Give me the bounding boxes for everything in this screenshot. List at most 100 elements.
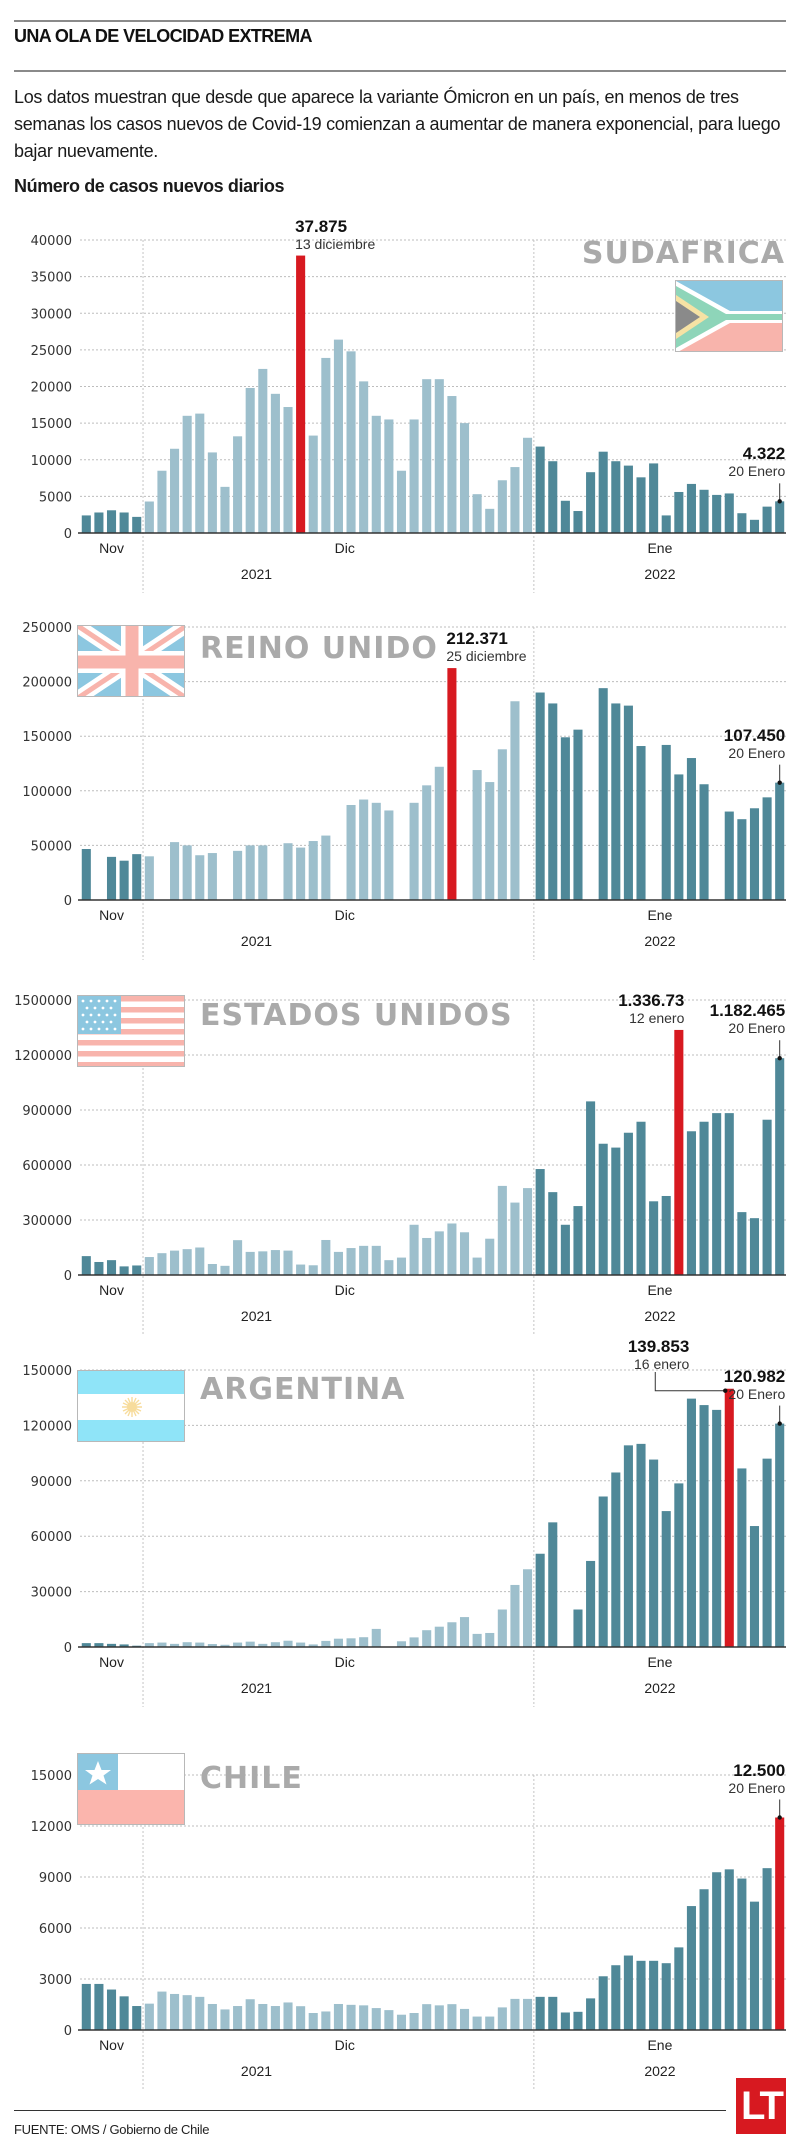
bar <box>270 1250 280 1275</box>
bar <box>623 1955 633 2030</box>
bar-highlight <box>447 668 457 900</box>
chart-chile: 15000 12000 9000 6000 3000 0 Nov Dic Ene 2021 2022 <box>31 1769 786 2090</box>
annotation-date: 25 diciembre <box>446 648 527 665</box>
bar <box>195 413 205 533</box>
bar <box>636 477 646 533</box>
bar <box>497 2007 507 2030</box>
bar <box>283 1250 293 1275</box>
infographic-title: UNA OLA DE VELOCIDAD EXTREMA <box>14 26 312 46</box>
x-month-label: Nov <box>99 1282 124 1298</box>
bar <box>535 446 545 533</box>
y-tick-label: 0 <box>64 2024 72 2039</box>
y-tick-label: 30000 <box>31 307 72 322</box>
bar <box>170 1993 180 2030</box>
bar <box>157 470 167 533</box>
bar <box>422 1237 432 1275</box>
leader-dot <box>777 780 782 785</box>
bar <box>207 2003 217 2030</box>
y-tick-label: 90000 <box>31 1475 72 1490</box>
bar <box>699 1121 709 1275</box>
bar <box>459 2008 470 2030</box>
bar <box>144 1257 154 1275</box>
annotation-latest: 120.982 20 Enero <box>724 1367 786 1402</box>
bar <box>510 701 520 900</box>
bar <box>674 774 684 900</box>
bar <box>384 419 394 533</box>
bar <box>283 843 293 900</box>
bar <box>661 515 671 533</box>
bar <box>623 1132 633 1275</box>
y-tick-label: 300000 <box>22 1214 72 1229</box>
bar <box>283 1640 293 1647</box>
top-rule <box>14 20 786 22</box>
bar <box>548 1996 558 2030</box>
bar <box>371 802 381 900</box>
bar <box>485 508 495 533</box>
y-tick-label: 50000 <box>31 839 72 854</box>
la-tercera-logo: LT <box>736 2078 786 2134</box>
bar <box>472 1257 482 1275</box>
bar <box>346 351 356 533</box>
bar <box>459 1232 470 1275</box>
bar <box>699 489 709 533</box>
bar <box>548 1192 558 1275</box>
x-year-label: 2022 <box>644 933 675 949</box>
bar <box>270 2006 280 2030</box>
bar <box>724 811 734 900</box>
bar <box>523 1188 533 1275</box>
bar <box>94 1643 104 1647</box>
bar <box>573 729 583 900</box>
bar <box>409 2013 419 2030</box>
bar <box>749 519 760 533</box>
bar <box>195 1247 205 1275</box>
x-year-label: 2022 <box>644 566 675 582</box>
bar <box>472 770 482 900</box>
bar <box>132 516 142 533</box>
bar <box>296 847 306 900</box>
bar <box>686 1131 696 1275</box>
bar <box>182 415 192 533</box>
bar <box>422 785 432 900</box>
annotation-date: 20 Enero <box>728 1385 786 1402</box>
y-tick-label: 100000 <box>22 785 72 800</box>
bar <box>598 688 608 900</box>
bar <box>472 1633 482 1647</box>
bar <box>586 1998 596 2030</box>
bar <box>535 1996 545 2030</box>
bar <box>636 746 646 900</box>
country-label-sudafrica: SUDAFRICA <box>581 236 785 271</box>
y-tick-label: 0 <box>64 894 72 909</box>
bar <box>106 510 117 533</box>
bar <box>81 1256 91 1275</box>
bar <box>132 1265 142 1275</box>
x-month-label: Dic <box>335 1654 355 1670</box>
bar <box>396 470 407 533</box>
bar <box>712 494 722 533</box>
bar <box>182 1642 192 1647</box>
annotation-latest: 1.182.465 20 Enero <box>710 1002 786 1037</box>
bar <box>611 1472 621 1647</box>
annotation-date: 16 enero <box>634 1356 690 1372</box>
intro-text: Los datos muestran que desde que aparece… <box>14 87 781 161</box>
bar <box>762 1868 772 2030</box>
bar <box>497 480 507 533</box>
x-year-label: 2021 <box>241 1680 272 1696</box>
bar <box>333 2003 343 2030</box>
bar <box>119 512 129 533</box>
bar <box>308 435 318 533</box>
bar <box>749 1218 760 1275</box>
bar <box>598 1976 608 2030</box>
y-tick-label: 12000 <box>31 1820 72 1835</box>
y-tick-label: 120000 <box>22 1419 72 1434</box>
annotation-value: 4.322 <box>742 444 786 464</box>
x-month-label: Nov <box>99 2037 124 2053</box>
y-tick-label: 15000 <box>31 1769 72 1784</box>
country-label-chile: CHILE <box>200 1761 303 1796</box>
x-year-label: 2021 <box>241 2063 272 2079</box>
y-tick-label: 0 <box>64 527 72 542</box>
bar <box>737 1878 747 2030</box>
bar <box>447 1622 457 1647</box>
bar <box>321 1640 331 1647</box>
bar <box>245 845 255 900</box>
bar <box>333 1638 343 1647</box>
